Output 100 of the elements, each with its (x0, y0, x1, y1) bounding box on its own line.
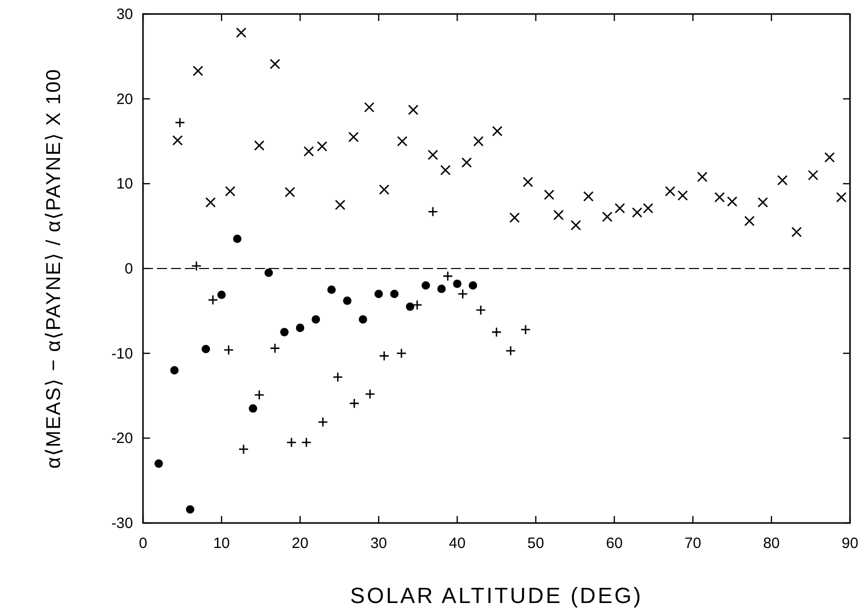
point (327, 286, 336, 294)
point (544, 189, 554, 200)
point (461, 157, 472, 168)
point (191, 260, 202, 272)
point (428, 206, 438, 217)
x-tick-label: 50 (527, 535, 544, 552)
point (836, 192, 847, 202)
x-tick-label: 40 (448, 535, 466, 552)
y-tick-label: 0 (124, 260, 133, 278)
point (205, 197, 216, 208)
y-tick-label: 20 (116, 90, 133, 108)
point (270, 343, 280, 354)
point (236, 27, 246, 38)
x-tick-label: 70 (684, 535, 702, 552)
point (296, 324, 304, 332)
point (520, 324, 531, 335)
point (154, 459, 163, 468)
point (553, 210, 564, 220)
point (808, 170, 818, 180)
x-axis-title: SOLAR ALTITUDE (DEG) (350, 583, 643, 608)
point (726, 196, 738, 207)
point (316, 141, 328, 152)
point (248, 404, 258, 413)
point (396, 348, 407, 359)
y-tick-label: 30 (116, 6, 133, 23)
point (301, 437, 312, 448)
y-tick-label: 10 (116, 176, 133, 193)
point (714, 192, 725, 202)
point (642, 203, 654, 214)
point (602, 212, 612, 222)
x-tick-label: 30 (370, 535, 388, 552)
point (473, 136, 484, 146)
point (332, 372, 344, 382)
x-tick-label: 60 (606, 535, 623, 552)
point (280, 328, 289, 336)
point (453, 280, 462, 288)
y-axis-title: α⟨MEAS⟩ − α⟨PAYNE⟩ / α⟨PAYNE⟩ X 100 (43, 68, 65, 469)
point (334, 200, 346, 210)
point (406, 302, 414, 311)
point (397, 136, 408, 146)
point (468, 281, 478, 290)
point (364, 102, 374, 113)
point (440, 164, 451, 176)
x-tick-label: 20 (292, 535, 308, 552)
point (304, 146, 314, 157)
point (412, 300, 422, 310)
point (318, 416, 328, 428)
point (437, 284, 446, 294)
point (570, 220, 582, 230)
point (343, 296, 352, 305)
point (208, 294, 218, 306)
point (442, 270, 453, 282)
point (583, 191, 594, 202)
point (358, 315, 368, 324)
point (286, 437, 297, 448)
x-tick-label: 90 (842, 535, 858, 552)
point (777, 175, 788, 186)
point (697, 172, 708, 182)
point (492, 126, 502, 136)
x-tick-label: 80 (763, 535, 780, 552)
point (390, 290, 399, 298)
point (664, 186, 676, 196)
point (378, 350, 390, 362)
point (348, 132, 359, 142)
point (677, 190, 688, 201)
point (791, 226, 802, 238)
point (233, 234, 242, 244)
point (458, 288, 468, 300)
point (744, 216, 755, 226)
point (172, 135, 183, 146)
point (408, 104, 418, 116)
point (186, 505, 194, 514)
point (476, 304, 486, 316)
y-tick-label: -20 (111, 430, 133, 448)
point (378, 184, 390, 195)
point (522, 176, 534, 188)
x-tick-label: 10 (213, 535, 230, 552)
point (192, 66, 204, 76)
point (284, 186, 296, 198)
point (312, 315, 320, 324)
y-tick-label: -30 (111, 515, 133, 532)
point (632, 207, 642, 218)
point (270, 58, 280, 70)
x-tick-label: 0 (138, 535, 148, 552)
point (202, 344, 210, 354)
point (223, 344, 234, 356)
point (170, 366, 179, 374)
point (224, 186, 236, 196)
point (254, 140, 264, 151)
point (491, 326, 502, 338)
point (428, 150, 438, 160)
point (614, 203, 626, 214)
point (254, 390, 264, 400)
point (422, 281, 430, 290)
point (374, 290, 383, 298)
y-tick-label: -10 (111, 345, 133, 362)
point (364, 388, 376, 400)
point (824, 152, 835, 163)
point (238, 444, 249, 454)
point (217, 290, 226, 299)
